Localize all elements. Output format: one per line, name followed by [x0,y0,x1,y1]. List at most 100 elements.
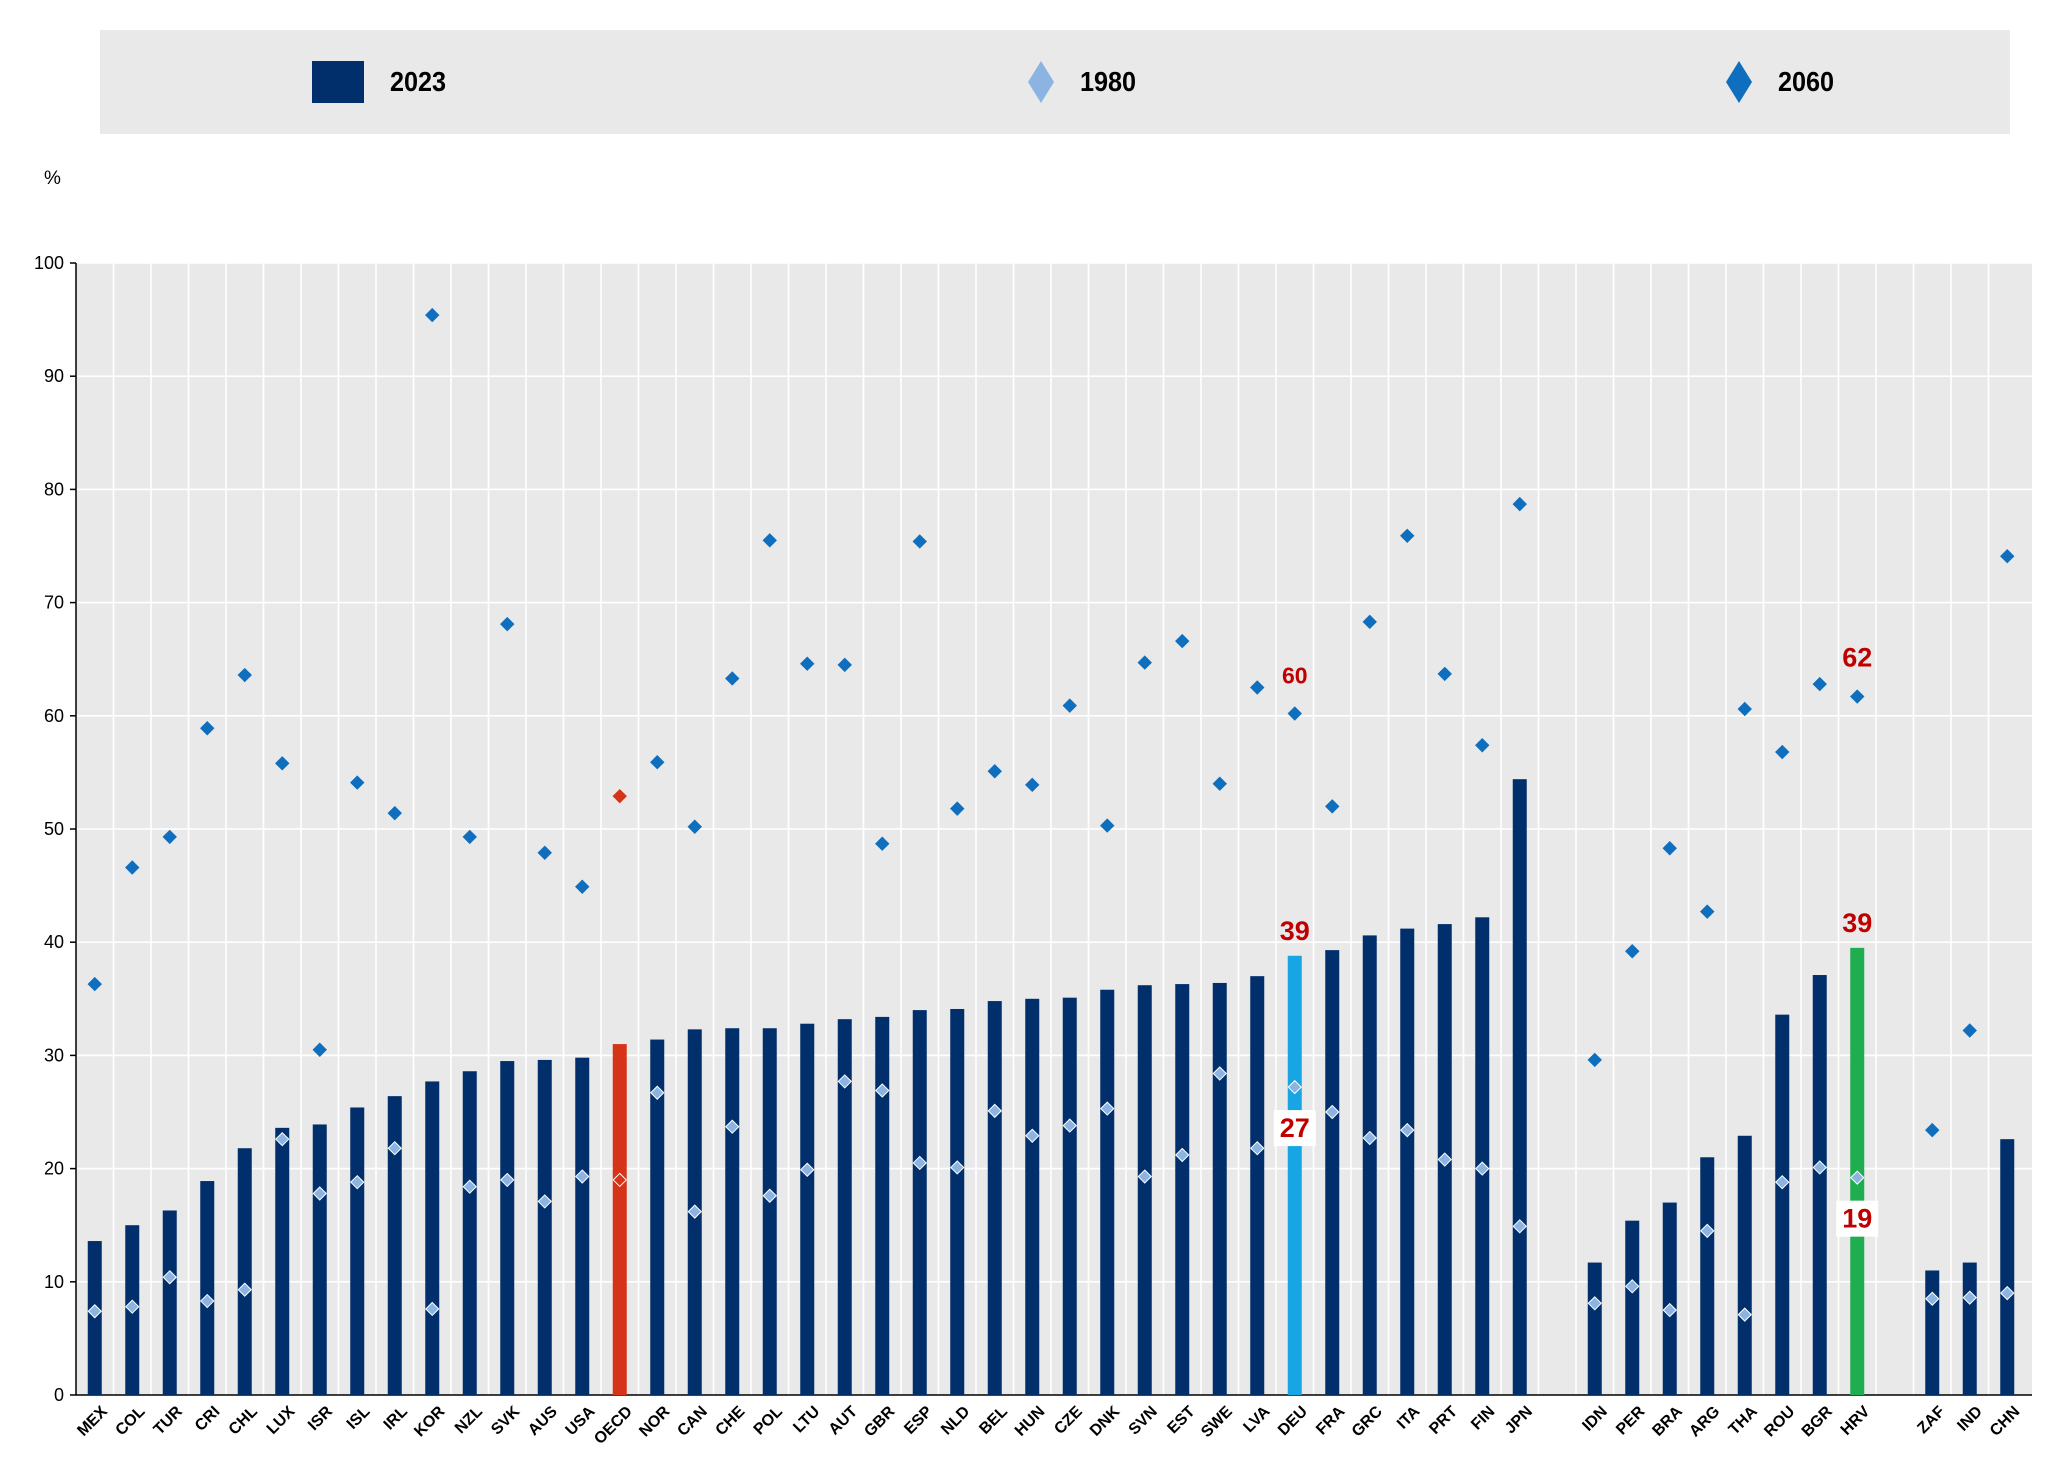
bar-oecd [612,1044,627,1395]
marker-2060-esp [912,534,927,549]
x-tick-label-che: CHE [713,1403,749,1439]
marker-2060-swe [1212,776,1227,791]
marker-1980-fin [1475,1161,1490,1176]
marker-2060-irl [387,805,402,821]
bar-per [1625,1220,1640,1395]
marker-1980-per [1625,1279,1640,1294]
marker-1980-mex [87,1304,102,1319]
x-tick-label-nzl: NZL [452,1403,486,1437]
marker-1980-bgr [1812,1160,1827,1175]
bar-che [725,1028,740,1395]
y-tick-label: 30 [44,1045,64,1065]
marker-2060-est [1175,633,1190,649]
x-tick-label-isr: ISR [305,1403,336,1434]
x-tick-label-lux: LUX [264,1403,299,1438]
x-tick-label-idn: IDN [1579,1403,1611,1435]
marker-2060-kor [425,307,440,323]
marker-1980-dnk [1100,1101,1115,1116]
bar-tur [162,1210,177,1395]
marker-2060-nor [650,755,665,770]
annotation-deu-2023: 39 [1280,916,1310,946]
bar-chn [2000,1139,2015,1395]
bar-arg [1700,1157,1715,1395]
x-tick-label-est: EST [1164,1403,1198,1437]
marker-2060-arg [1700,904,1715,919]
y-tick-label: 80 [44,479,64,499]
bar-chl [237,1148,252,1395]
x-tick-label-col: COL [113,1403,149,1439]
x-tick-label-ltu: LTU [790,1403,823,1436]
x-tick-label-lva: LVA [1240,1403,1273,1436]
x-tick-label-deu: DEU [1275,1403,1311,1439]
marker-2060-can [687,819,702,834]
marker-2060-zaf [1925,1122,1940,1138]
marker-1980-svn [1137,1169,1152,1184]
bar-ltu [800,1023,815,1395]
marker-1980-idn [1587,1296,1602,1311]
marker-1980-tur [162,1270,177,1285]
marker-1980-grc [1362,1130,1377,1146]
marker-2060-aut [837,657,852,673]
bar-bgr [1812,975,1827,1395]
x-tick-label-tur: TUR [151,1403,187,1439]
x-tick-label-gbr: GBR [861,1403,898,1440]
marker-1980-jpn [1512,1219,1527,1234]
bar-zaf [1925,1270,1940,1395]
bar-aus [537,1059,552,1395]
marker-1980-cri [200,1293,215,1309]
x-tick-label-tha: THA [1726,1403,1762,1439]
legend-item-1980: 1980 [1028,52,1142,112]
marker-1980-rou [1775,1174,1790,1190]
bar-deu [1287,955,1302,1395]
x-tick-label-hun: HUN [1012,1403,1049,1440]
x-tick-label-svn: SVN [1126,1403,1161,1438]
bar-svn [1137,985,1152,1395]
marker-1980-pol [762,1188,777,1203]
y-tick-label: 70 [44,593,64,613]
bar-isr [312,1124,327,1395]
y-tick-label: 40 [44,932,64,952]
marker-1980-swe [1212,1066,1227,1081]
marker-1980-irl [387,1141,402,1156]
marker-1980-aut [837,1074,852,1089]
bar-swe [1212,982,1227,1395]
bar-svk [500,1061,515,1395]
marker-1980-lva [1250,1141,1265,1156]
marker-2060-jpn [1512,496,1527,512]
bar-jpn [1512,779,1527,1395]
x-tick-label-mex: MEX [74,1403,111,1440]
x-tick-label-irl: IRL [381,1403,411,1433]
marker-2060-aus [537,845,552,860]
bar-fin [1475,917,1490,1395]
y-tick-label: 10 [44,1272,64,1292]
bar-bra [1662,1202,1677,1395]
marker-1980-chl [237,1282,252,1297]
marker-2060-cri [200,721,215,736]
bar-grc [1362,935,1377,1395]
marker-2060-usa [575,879,590,894]
marker-1980-svk [500,1172,515,1188]
bar-est [1175,984,1190,1395]
marker-1980-nld [950,1160,965,1175]
x-tick-label-ita: ITA [1394,1403,1424,1433]
marker-1980-ita [1400,1122,1415,1138]
x-tick-label-jpn: JPN [1502,1403,1536,1437]
bar-idn [1587,1262,1602,1395]
marker-2060-isl [350,775,365,790]
marker-2060-hrv [1850,689,1865,704]
marker-2060-lva [1250,680,1265,695]
x-tick-label-cri: CRI [192,1403,224,1435]
bar-dnk [1100,989,1115,1395]
bar-usa [575,1057,590,1395]
y-tick-label: 50 [44,819,64,839]
legend-label-2023: 2023 [390,66,447,97]
x-tick-label-can: CAN [674,1403,711,1440]
marker-2060-gbr [875,836,890,851]
x-tick-label-oecd: OECD [591,1403,636,1448]
bar-lva [1250,976,1265,1395]
x-tick-label-aut: AUT [826,1403,861,1438]
y-tick-label: 0 [54,1385,64,1405]
marker-2060-dnk [1100,818,1115,833]
marker-2060-nld [950,801,965,816]
